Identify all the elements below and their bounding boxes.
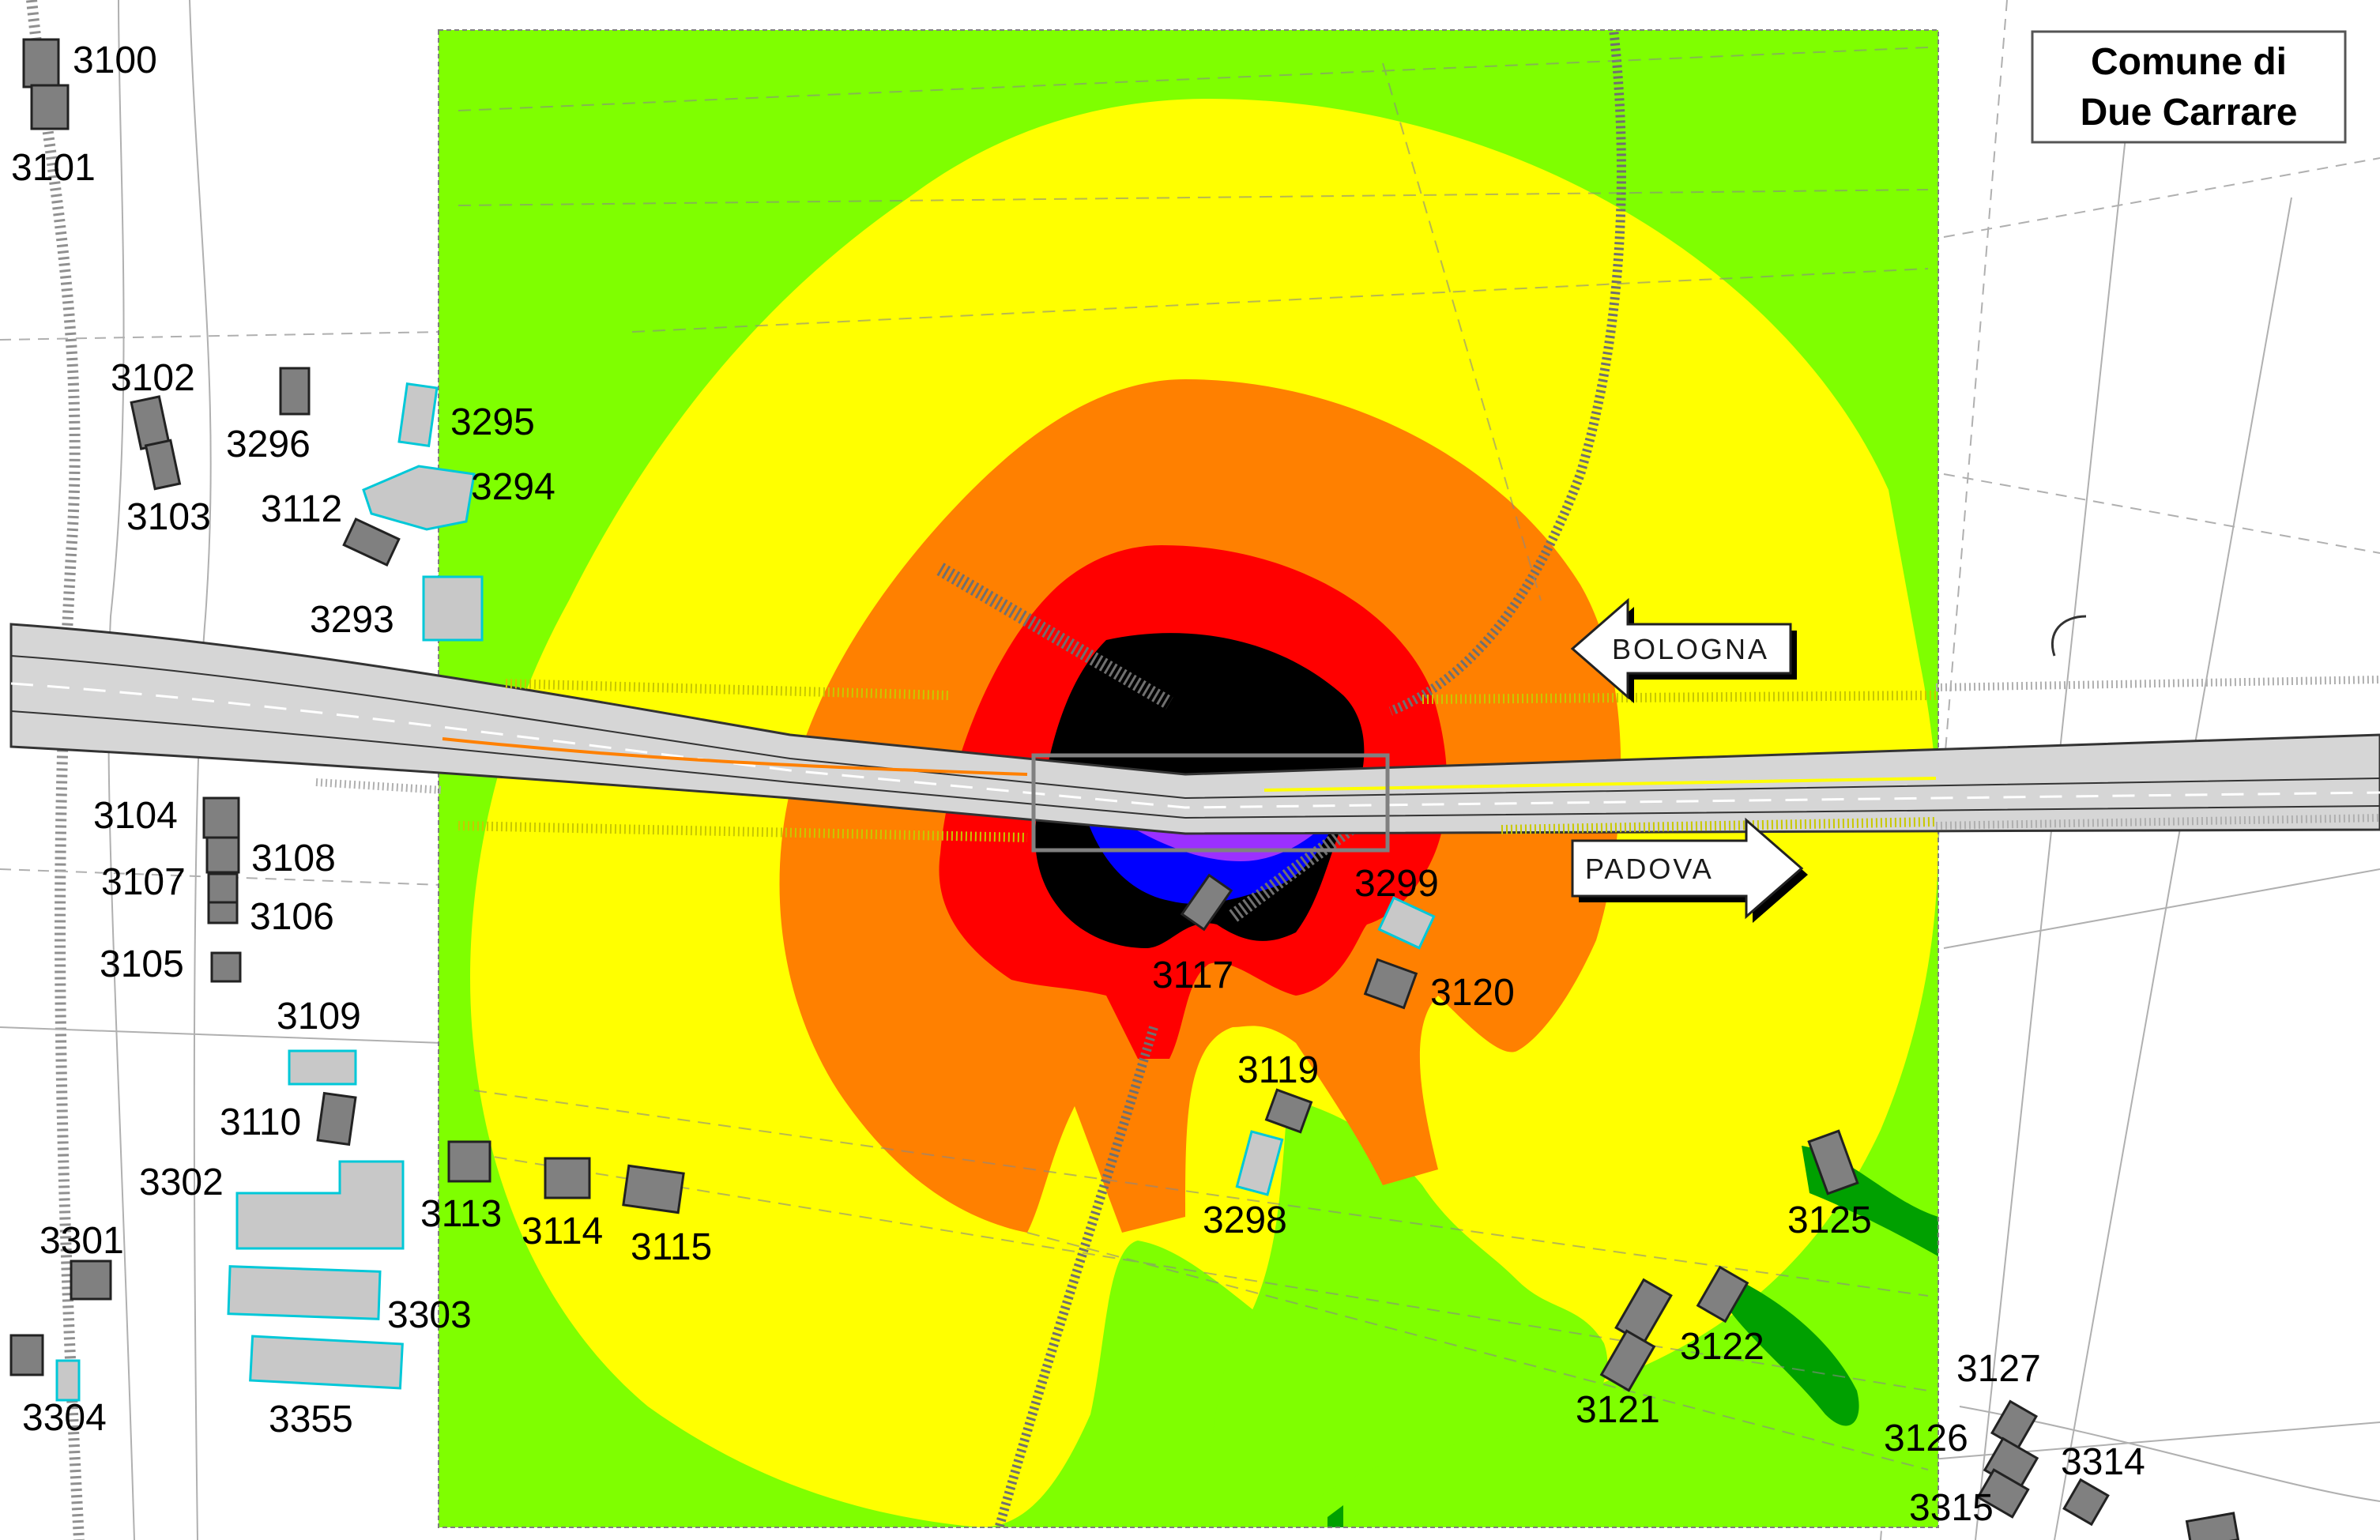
label-3304: 3304 (22, 1397, 107, 1439)
label-3293: 3293 (310, 599, 394, 641)
building-3125 (1807, 1129, 1859, 1195)
label-3106: 3106 (250, 896, 334, 938)
label-3314: 3314 (2061, 1441, 2145, 1483)
building-3296 (279, 367, 311, 416)
label-3294: 3294 (471, 466, 555, 508)
building-3103 (144, 439, 182, 491)
title-line-1: Comune di (2091, 41, 2287, 83)
building-3104 (202, 796, 240, 839)
label-3117: 3117 (1152, 954, 1233, 996)
building-3107 (207, 872, 239, 904)
building-3121b (1599, 1329, 1656, 1392)
label-3121: 3121 (1576, 1389, 1660, 1431)
label-3303: 3303 (387, 1294, 472, 1336)
building-3105 (210, 951, 242, 983)
building-3106 (207, 901, 239, 924)
building-3108 (205, 836, 240, 874)
label-3110: 3110 (220, 1101, 301, 1143)
zone-green-wedge (1201, 1098, 1608, 1527)
label-3113: 3113 (420, 1193, 502, 1235)
label-3355: 3355 (269, 1399, 353, 1440)
label-3295: 3295 (450, 401, 535, 443)
building-3127 (1990, 1399, 2039, 1450)
label-3301: 3301 (40, 1220, 124, 1262)
building-3112 (342, 518, 401, 567)
label-3100: 3100 (73, 40, 157, 81)
label-3101: 3101 (11, 147, 96, 189)
label-3296: 3296 (226, 424, 311, 465)
label-3127: 3127 (1956, 1348, 2041, 1390)
building-3120 (1363, 958, 1418, 1010)
buildings (9, 38, 2240, 1540)
label-3315: 3315 (1909, 1487, 1994, 1529)
label-3119: 3119 (1237, 1049, 1319, 1091)
building-3302 (235, 1160, 405, 1250)
title-box: Comune di Due Carrare (2031, 30, 2347, 144)
building-3109 (288, 1049, 357, 1086)
building-3100 (22, 38, 60, 88)
building-3314 (2062, 1478, 2110, 1527)
receptor-labels: 3100 3101 3102 3296 3103 3112 3295 3294 … (11, 40, 2145, 1529)
building-3113 (447, 1140, 491, 1183)
label-3299: 3299 (1354, 863, 1439, 905)
label-3112: 3112 (261, 488, 342, 530)
building-3298 (1235, 1130, 1284, 1196)
building-3299 (1377, 896, 1436, 950)
label-3125: 3125 (1787, 1199, 1872, 1241)
building-edge (2185, 1512, 2240, 1540)
label-3302: 3302 (139, 1162, 224, 1203)
label-3298: 3298 (1203, 1199, 1287, 1241)
building-3304-small (55, 1359, 81, 1402)
building-3301 (70, 1259, 112, 1301)
label-3103: 3103 (126, 496, 211, 538)
label-3108: 3108 (251, 838, 336, 879)
building-3122 (1696, 1265, 1749, 1323)
arrow-padova: PADOVA (1571, 817, 1808, 923)
label-3102: 3102 (111, 357, 195, 399)
building-3355 (249, 1335, 404, 1390)
direction-bologna: BOLOGNA (1612, 633, 1769, 665)
label-3115: 3115 (631, 1226, 712, 1268)
building-3110 (316, 1091, 357, 1147)
title-line-2: Due Carrare (2081, 92, 2298, 134)
label-3120: 3120 (1430, 972, 1515, 1014)
building-3117 (1180, 873, 1233, 932)
building-3126b (1976, 1468, 2030, 1519)
label-3105: 3105 (100, 943, 184, 985)
label-3122: 3122 (1680, 1326, 1764, 1368)
label-3104: 3104 (93, 795, 178, 837)
buildings-receptors-cyan (55, 382, 1436, 1402)
label-3126: 3126 (1884, 1418, 1968, 1459)
building-3294 (362, 465, 476, 531)
building-3293 (422, 575, 484, 642)
building-3119 (1264, 1088, 1313, 1134)
highway (9, 615, 2380, 853)
direction-padova: PADOVA (1585, 853, 1714, 885)
building-3101 (30, 84, 70, 130)
label-3109: 3109 (277, 996, 361, 1037)
building-3114 (544, 1157, 591, 1199)
label-3107: 3107 (101, 861, 186, 903)
label-3114: 3114 (522, 1211, 603, 1252)
building-3115 (622, 1164, 685, 1214)
arrow-bologna: BOLOGNA (1570, 597, 1797, 703)
building-3303 (227, 1265, 382, 1320)
building-3304 (9, 1334, 44, 1376)
building-3295 (397, 382, 439, 447)
